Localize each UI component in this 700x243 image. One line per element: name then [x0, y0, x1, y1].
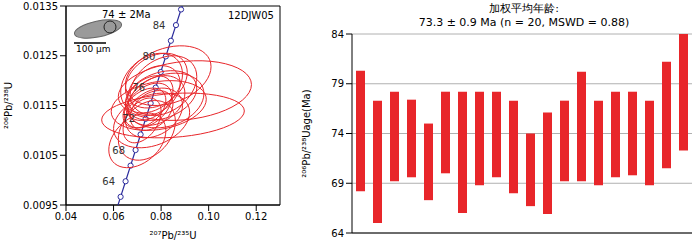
svg-text:0.10: 0.10 — [198, 211, 220, 222]
html-text:加权平均年龄:: 加权平均年龄: — [489, 2, 559, 15]
svg-text:0.06: 0.06 — [102, 211, 124, 222]
svg-text:0.0125: 0.0125 — [23, 50, 58, 61]
svg-text:74: 74 — [331, 128, 344, 139]
svg-text:²⁰⁶Pb/²³⁸Uage(Ma): ²⁰⁶Pb/²³⁸Uage(Ma) — [301, 89, 312, 177]
svg-text:0.0105: 0.0105 — [23, 150, 58, 161]
svg-text:64: 64 — [102, 176, 115, 187]
svg-text:0.08: 0.08 — [150, 211, 172, 222]
svg-text:80: 80 — [143, 51, 156, 62]
svg-text:72: 72 — [122, 113, 135, 124]
html-text:74 ± 2Ma: 74 ± 2Ma — [102, 9, 151, 20]
html-text:12DJW05: 12DJW05 — [228, 10, 274, 21]
svg-text:84: 84 — [331, 29, 344, 40]
html-text:100 μm: 100 μm — [76, 44, 111, 54]
svg-text:69: 69 — [331, 178, 344, 189]
svg-text:79: 79 — [331, 78, 344, 89]
svg-text:0.0115: 0.0115 — [23, 100, 58, 111]
svg-text:0.0135: 0.0135 — [23, 1, 58, 12]
svg-text:76: 76 — [132, 82, 145, 93]
svg-text:²⁰⁶Pb/²³⁸U: ²⁰⁶Pb/²³⁸U — [3, 82, 14, 129]
svg-text:0.12: 0.12 — [245, 211, 267, 222]
svg-text:84: 84 — [153, 20, 166, 31]
svg-text:0.0095: 0.0095 — [23, 200, 58, 211]
html-text:73.3 ± 0.9 Ma (n = 20, MSWD =: 73.3 ± 0.9 Ma (n = 20, MSWD = 0.88) — [418, 16, 630, 29]
svg-text:²⁰⁷Pb/²³⁵U: ²⁰⁷Pb/²³⁵U — [149, 230, 196, 241]
svg-text:64: 64 — [331, 228, 344, 239]
svg-text:68: 68 — [112, 145, 125, 156]
svg-text:0.04: 0.04 — [55, 211, 77, 222]
